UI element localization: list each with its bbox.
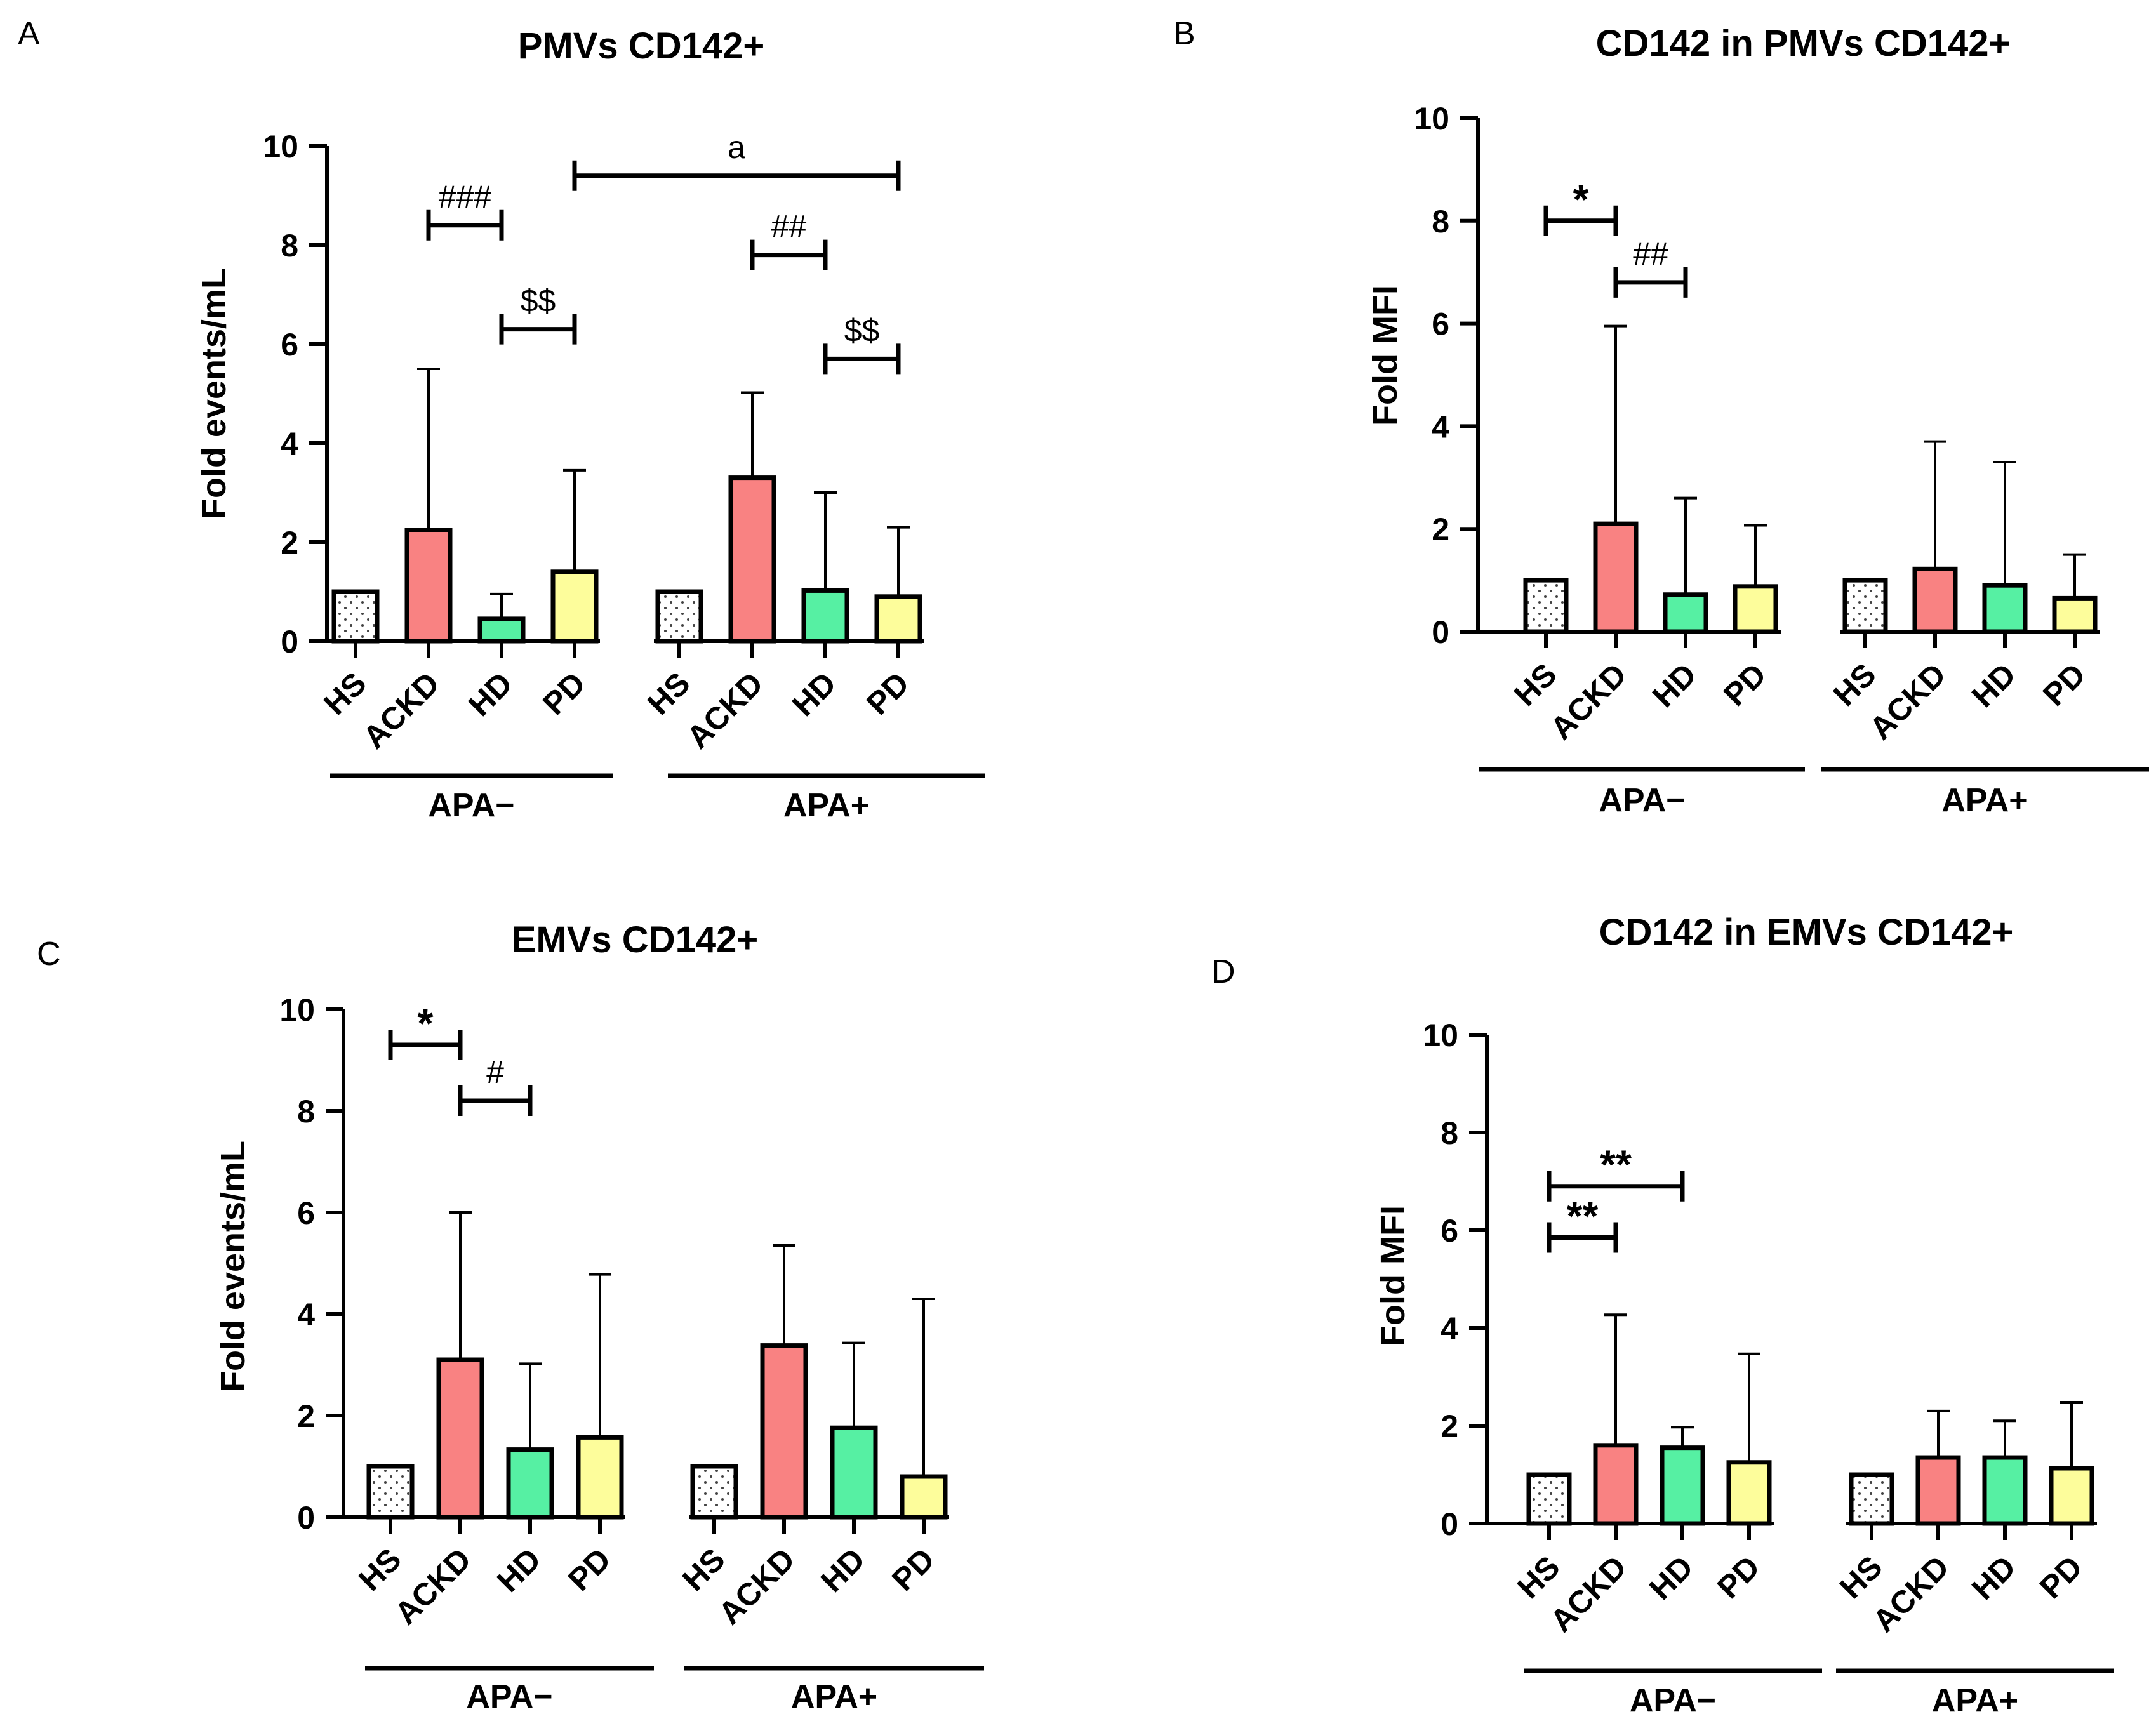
panel-letter: C	[37, 936, 61, 973]
bar-pd-group2	[2049, 1466, 2094, 1526]
bar-pd-group2	[900, 1474, 948, 1520]
sig-label: ###	[439, 179, 492, 215]
y-axis-label: Fold events/mL	[195, 268, 233, 519]
y-tick-label: 0	[1432, 614, 1449, 650]
y-tick-label: 8	[1441, 1115, 1458, 1151]
chart-title: CD142 in EMVs CD142+	[1599, 912, 2014, 953]
bar-ackd-group1	[404, 528, 453, 644]
group-label: APA−	[1599, 782, 1685, 819]
bar-ackd-group2	[760, 1343, 808, 1520]
y-tick-label: 2	[1432, 512, 1449, 547]
bar-ackd-group1	[436, 1357, 484, 1520]
bar-hs-group1	[1526, 1472, 1572, 1526]
bar-hs-group2	[655, 589, 703, 644]
y-tick-label: 8	[1432, 204, 1449, 239]
bar-hs-group1	[331, 589, 380, 644]
group-label: APA+	[791, 1678, 877, 1715]
bar-hd-group2	[1982, 583, 2028, 634]
panel-letter: D	[1211, 953, 1235, 990]
group-label: APA−	[466, 1678, 552, 1715]
bar-ackd-group2	[728, 475, 776, 644]
bar-pd-group1	[550, 569, 599, 644]
bar-pd-group1	[576, 1435, 624, 1520]
group-label: APA+	[1941, 782, 2028, 819]
sig-label: $$	[844, 312, 880, 348]
sig-label: ##	[771, 209, 807, 244]
y-tick-label: 4	[1432, 409, 1449, 444]
bar-hs-group2	[690, 1464, 738, 1520]
bar-pd-group1	[1733, 584, 1778, 634]
sig-label: **	[1600, 1142, 1632, 1188]
bar-hd-group1	[1660, 1445, 1705, 1526]
sig-label: a	[728, 129, 745, 165]
chart-title: PMVs CD142+	[518, 25, 764, 67]
sig-label: #	[486, 1054, 504, 1090]
sig-label: *	[418, 1000, 434, 1046]
panel-letter: B	[1173, 15, 1195, 52]
y-axis-label: Fold MFI	[1374, 1205, 1412, 1346]
group-label: APA+	[1932, 1682, 2018, 1719]
y-tick-label: 10	[263, 129, 298, 164]
y-tick-label: 10	[1414, 101, 1449, 136]
bar-hs-group2	[1849, 1472, 1894, 1526]
y-tick-label: 6	[281, 327, 298, 362]
bar-hs-group2	[1842, 578, 1888, 634]
bar-pd-group1	[1726, 1460, 1772, 1526]
bar-pd-group2	[874, 594, 922, 644]
y-tick-label: 0	[297, 1500, 315, 1536]
y-tick-label: 4	[1441, 1311, 1458, 1346]
y-tick-label: 4	[281, 426, 298, 461]
chart-title: EMVs CD142+	[512, 919, 758, 960]
y-tick-label: 4	[297, 1297, 315, 1332]
y-tick-label: 0	[281, 624, 298, 660]
sig-label: ##	[1633, 236, 1668, 272]
bar-pd-group2	[2052, 595, 2098, 634]
y-tick-label: 10	[279, 992, 315, 1028]
sig-label: *	[1573, 176, 1589, 222]
y-tick-label: 8	[297, 1094, 315, 1129]
y-tick-label: 8	[281, 228, 298, 263]
y-tick-label: 2	[297, 1398, 315, 1434]
chart-title: CD142 in PMVs CD142+	[1596, 23, 2011, 64]
bar-hd-group1	[1663, 592, 1708, 634]
group-label: APA−	[428, 787, 514, 824]
sig-label: $$	[521, 283, 556, 319]
group-label: APA+	[783, 787, 870, 824]
bar-hs-group1	[1523, 578, 1569, 634]
bar-hd-group2	[830, 1425, 878, 1520]
bar-ackd-group1	[1593, 521, 1639, 634]
panel-letter: A	[18, 15, 40, 52]
y-tick-label: 10	[1423, 1018, 1458, 1053]
bar-ackd-group2	[1912, 566, 1958, 634]
bar-hd-group2	[1982, 1455, 2028, 1526]
y-axis-label: Fold events/mL	[214, 1141, 252, 1392]
y-tick-label: 6	[297, 1195, 315, 1231]
y-axis-label: Fold MFI	[1366, 285, 1404, 426]
y-tick-label: 2	[1441, 1409, 1458, 1444]
y-tick-label: 0	[1441, 1506, 1458, 1542]
bar-hs-group1	[366, 1464, 415, 1520]
y-tick-label: 6	[1432, 307, 1449, 342]
bar-hd-group2	[801, 588, 849, 644]
bar-ackd-group2	[1915, 1455, 1961, 1526]
bar-ackd-group1	[1593, 1443, 1639, 1526]
sig-label: **	[1567, 1193, 1599, 1239]
y-tick-label: 6	[1441, 1213, 1458, 1249]
bar-hd-group1	[477, 616, 526, 644]
group-label: APA−	[1630, 1682, 1716, 1719]
bar-hd-group1	[506, 1447, 554, 1520]
y-tick-label: 2	[281, 525, 298, 561]
